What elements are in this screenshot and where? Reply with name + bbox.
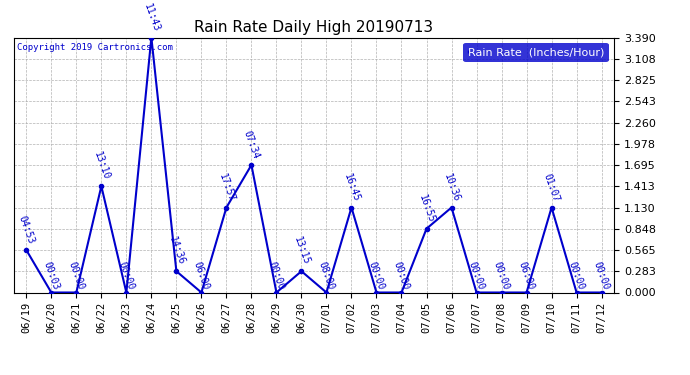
Text: 00:00: 00:00	[117, 260, 136, 291]
Text: 11:43: 11:43	[141, 2, 161, 33]
Text: 00:00: 00:00	[492, 260, 511, 291]
Title: Rain Rate Daily High 20190713: Rain Rate Daily High 20190713	[195, 20, 433, 35]
Text: 01:07: 01:07	[542, 172, 561, 203]
Text: 14:36: 14:36	[167, 236, 186, 267]
Text: 13:15: 13:15	[292, 236, 311, 267]
Text: 00:00: 00:00	[267, 260, 286, 291]
Legend: Rain Rate  (Inches/Hour): Rain Rate (Inches/Hour)	[463, 43, 609, 62]
Text: 04:53: 04:53	[17, 214, 36, 246]
Text: 00:03: 00:03	[41, 260, 61, 291]
Text: 10:36: 10:36	[442, 172, 461, 203]
Text: 16:55: 16:55	[417, 193, 436, 224]
Text: 16:45: 16:45	[342, 172, 361, 203]
Text: 00:00: 00:00	[567, 260, 586, 291]
Text: 07:34: 07:34	[241, 129, 261, 160]
Text: Copyright 2019 Cartronics.com: Copyright 2019 Cartronics.com	[17, 43, 172, 52]
Text: 06:00: 06:00	[517, 260, 536, 291]
Text: 00:00: 00:00	[392, 260, 411, 291]
Text: 17:57: 17:57	[217, 172, 236, 203]
Text: 00:00: 00:00	[367, 260, 386, 291]
Text: 06:00: 06:00	[192, 260, 211, 291]
Text: 08:00: 08:00	[317, 260, 336, 291]
Text: 13:10: 13:10	[92, 151, 111, 182]
Text: 00:00: 00:00	[592, 260, 611, 291]
Text: 00:00: 00:00	[467, 260, 486, 291]
Text: 00:00: 00:00	[67, 260, 86, 291]
